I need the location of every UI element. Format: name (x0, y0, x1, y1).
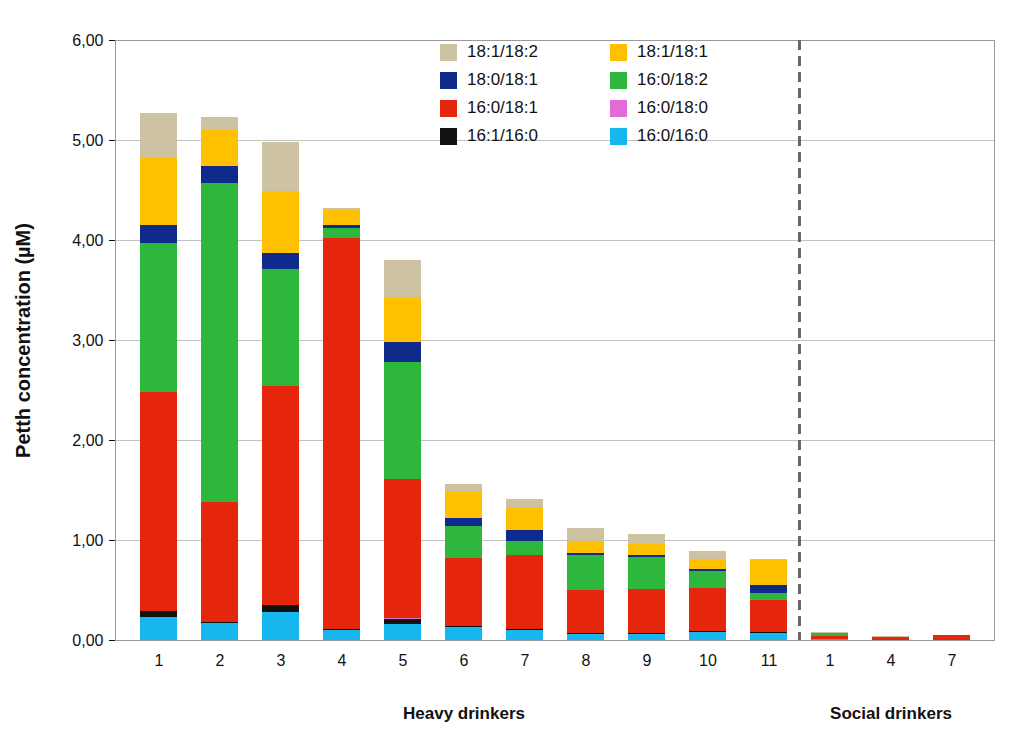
html-text:16:0/18:0: 16:0/18:0 (637, 98, 708, 117)
svg-text:7: 7 (948, 652, 957, 669)
svg-text:9: 9 (643, 652, 652, 669)
svg-text:Heavy drinkers: Heavy drinkers (403, 704, 525, 723)
svg-text:2: 2 (216, 652, 225, 669)
svg-text:0,00: 0,00 (72, 632, 103, 649)
html-text:18:1/18:2: 18:1/18:2 (467, 42, 538, 61)
svg-text:11: 11 (761, 652, 778, 669)
svg-text:3: 3 (277, 652, 286, 669)
svg-text:1,00: 1,00 (72, 532, 103, 549)
svg-text:6: 6 (460, 652, 469, 669)
svg-text:1: 1 (826, 652, 835, 669)
svg-text:5: 5 (399, 652, 408, 669)
svg-text:4: 4 (887, 652, 896, 669)
svg-text:6,00: 6,00 (72, 32, 103, 49)
html-text:18:0/18:1: 18:0/18:1 (467, 70, 538, 89)
svg-text:10: 10 (699, 652, 717, 669)
svg-text:7: 7 (521, 652, 530, 669)
svg-text:3,00: 3,00 (72, 332, 103, 349)
svg-text:5,00: 5,00 (72, 132, 103, 149)
html-text:16:1/16:0: 16:1/16:0 (467, 126, 538, 145)
svg-text:1: 1 (155, 652, 164, 669)
html-text:18:1/18:1: 18:1/18:1 (637, 42, 708, 61)
html-text:16:0/18:2: 16:0/18:2 (637, 70, 708, 89)
html-text:16:0/18:1: 16:0/18:1 (467, 98, 538, 117)
svg-text:4: 4 (338, 652, 347, 669)
svg-text:8: 8 (582, 652, 591, 669)
svg-text:4,00: 4,00 (72, 232, 103, 249)
svg-text:Petth concentration (µM): Petth concentration (µM) (12, 223, 34, 458)
svg-text:Social drinkers: Social drinkers (830, 704, 952, 723)
svg-text:2,00: 2,00 (72, 432, 103, 449)
html-text:16:0/16:0: 16:0/16:0 (637, 126, 708, 145)
